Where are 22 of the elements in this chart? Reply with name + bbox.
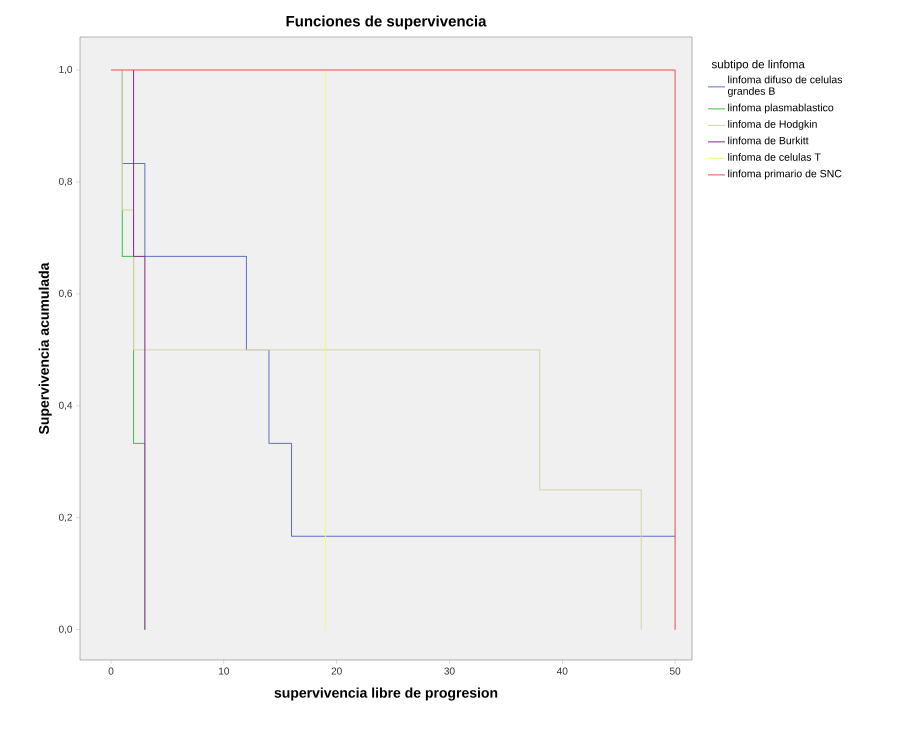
y-tick-label: 0,0 (58, 626, 72, 634)
y-tick-label: 0,2 (58, 514, 72, 522)
y-tick-label: 0,6 (58, 290, 72, 298)
chart-title: Funciones de supervivencia (286, 15, 487, 30)
y-axis-title: Supervivencia acumulada (38, 262, 52, 434)
x-tick-label: 30 (444, 668, 455, 675)
x-tick-label: 0 (108, 668, 114, 675)
legend-label: linfoma plasmablastico (728, 104, 834, 114)
x-tick-label: 20 (332, 668, 342, 675)
legend-title: subtipo de linfoma (712, 60, 805, 71)
legend-label: linfoma de Burkitt (728, 136, 809, 144)
y-tick-label: 0,4 (58, 402, 72, 410)
y-tick-label: 0,8 (58, 178, 72, 186)
x-tick-label: 40 (556, 668, 568, 675)
x-tick-label: 50 (670, 668, 680, 675)
y-tick-label: 1,0 (59, 66, 72, 74)
x-tick-label: 10 (219, 668, 230, 675)
legend-label: linfoma de Hodgkin (728, 120, 817, 130)
legend-label: linfoma de celulas T (728, 153, 821, 161)
legend-label: linfoma primario de SNC (728, 170, 842, 180)
x-axis-title: supervivencia libre de progresion (274, 687, 498, 701)
legend-label: linfoma difuso de celulas grandes B (728, 76, 842, 97)
